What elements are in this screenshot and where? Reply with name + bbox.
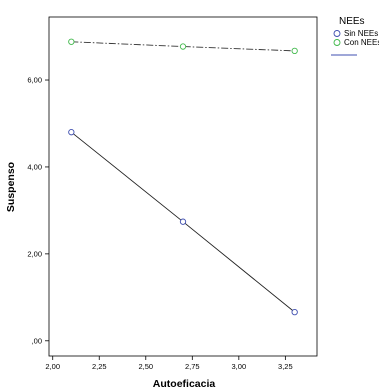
x-tick-label: 2,00 xyxy=(45,362,60,371)
x-axis-ticks: 2,00 2,25 2,50 2,75 3,00 3,25 xyxy=(45,356,293,371)
data-point xyxy=(179,218,187,225)
y-tick-label: 6,00 xyxy=(27,76,42,85)
y-tick-label: 4,00 xyxy=(27,162,42,171)
series-points xyxy=(68,38,298,316)
y-tick-label: 2,00 xyxy=(27,249,42,258)
legend-marker xyxy=(333,39,341,46)
data-point xyxy=(179,43,187,50)
legend-title: NEEs xyxy=(339,16,365,27)
y-tick-label: ,00 xyxy=(32,336,42,345)
data-point xyxy=(291,308,298,316)
data-point xyxy=(68,38,75,45)
data-point xyxy=(68,129,75,136)
x-tick-label: 2,75 xyxy=(185,362,200,371)
x-tick-label: 3,25 xyxy=(278,362,293,371)
x-tick-label: 2,25 xyxy=(92,362,107,371)
x-axis-label: Autoeficacia xyxy=(153,378,216,390)
legend-label: Con NEEs xyxy=(344,38,379,47)
plot-area xyxy=(48,16,318,357)
x-tick-label: 3,00 xyxy=(232,362,247,371)
legend-marker xyxy=(333,30,341,37)
y-axis-label: Suspenso xyxy=(5,162,17,212)
y-axis-ticks: ,00 2,00 4,00 6,00 xyxy=(27,76,49,345)
data-point xyxy=(291,47,298,55)
legend-label: Sin NEEs xyxy=(344,29,378,38)
x-tick-label: 2,50 xyxy=(138,362,153,371)
